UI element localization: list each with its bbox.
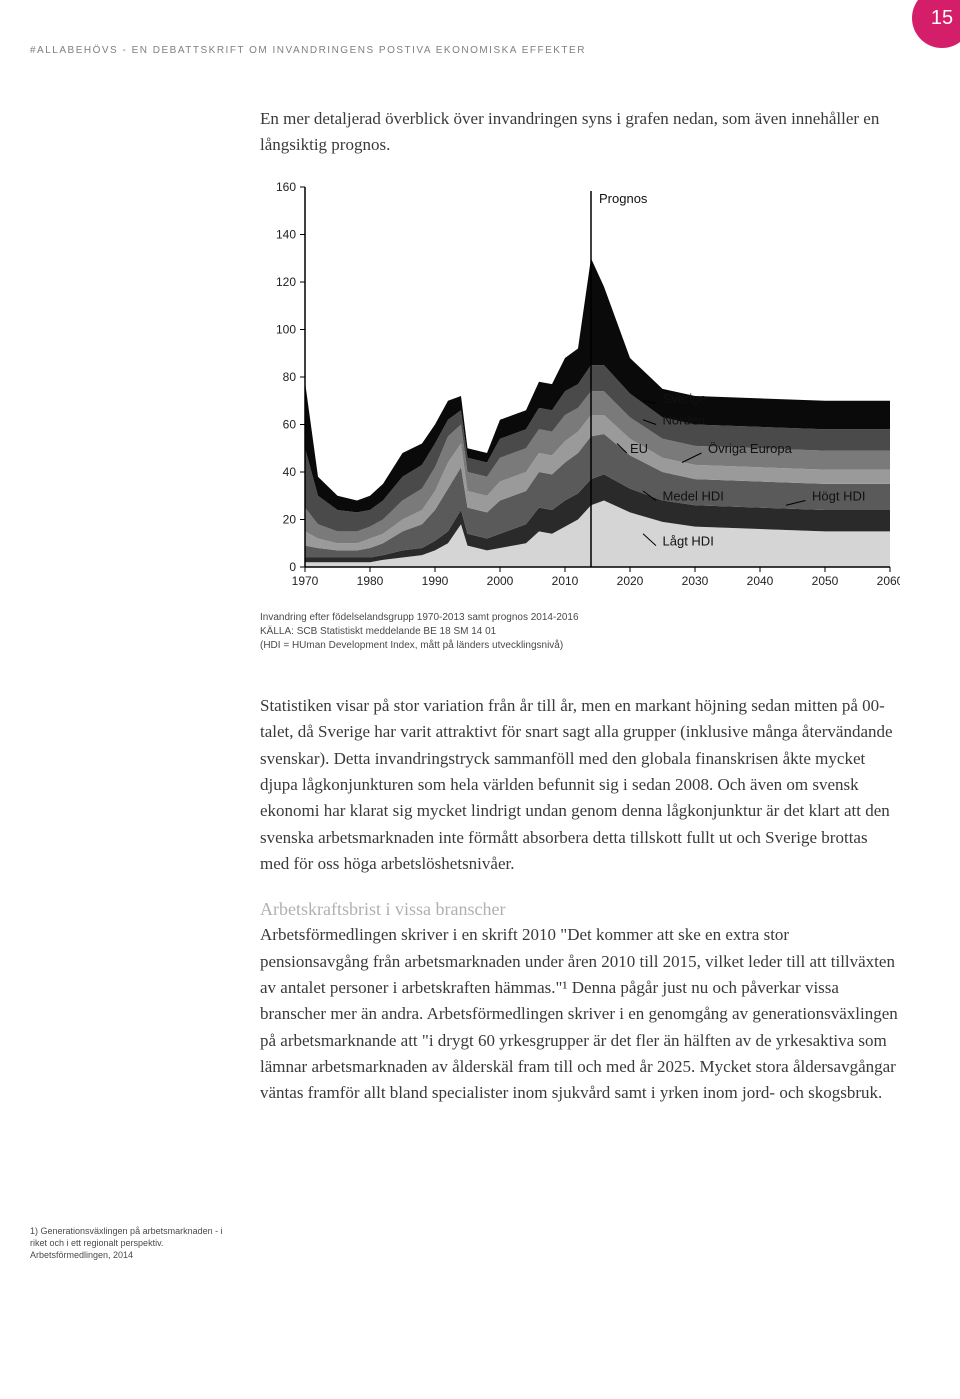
running-header: #ALLABEHÖVS - EN DEBATTSKRIFT OM INVANDR… [0, 0, 960, 56]
svg-text:60: 60 [283, 418, 297, 432]
caption-line-3: (HDI = HUman Development Index, mått på … [260, 640, 563, 651]
svg-text:0: 0 [289, 560, 296, 574]
intro-paragraph: En mer detaljerad överblick över invandr… [260, 106, 900, 157]
svg-text:1970: 1970 [292, 574, 319, 588]
chart-svg: 0204060801001201401601970198019902000201… [260, 177, 900, 597]
svg-text:Högt HDI: Högt HDI [812, 489, 865, 504]
svg-text:2000: 2000 [487, 574, 514, 588]
svg-text:2010: 2010 [552, 574, 579, 588]
svg-text:2040: 2040 [747, 574, 774, 588]
chart-caption: Invandring efter födelselandsgrupp 1970-… [260, 611, 900, 653]
svg-text:160: 160 [276, 180, 296, 194]
svg-text:Prognos: Prognos [599, 191, 648, 206]
footnote-1: 1) Generationsväxlingen på arbetsmarknad… [30, 1225, 230, 1261]
immigration-chart: 0204060801001201401601970198019902000201… [260, 177, 900, 597]
svg-text:120: 120 [276, 275, 296, 289]
svg-text:1980: 1980 [357, 574, 384, 588]
svg-text:EU: EU [630, 441, 648, 456]
page-number: 15 [931, 7, 953, 30]
caption-line-2: KÄLLA: SCB Statistiskt meddelande BE 18 … [260, 626, 496, 637]
header-hashtag: #ALLABEHÖVS [30, 45, 118, 56]
svg-text:80: 80 [283, 370, 297, 384]
svg-text:2020: 2020 [617, 574, 644, 588]
body-paragraph-1: Statistiken visar på stor variation från… [260, 693, 900, 877]
svg-text:Norden: Norden [663, 413, 706, 428]
svg-text:100: 100 [276, 323, 296, 337]
svg-text:1990: 1990 [422, 574, 449, 588]
main-content: En mer detaljerad överblick över invandr… [0, 56, 960, 1169]
svg-text:40: 40 [283, 465, 297, 479]
svg-text:2030: 2030 [682, 574, 709, 588]
header-rest: - EN DEBATTSKRIFT OM INVANDRINGENS POSTI… [118, 45, 586, 56]
svg-text:140: 140 [276, 228, 296, 242]
svg-text:Sverige: Sverige [663, 391, 707, 406]
svg-text:Lågt HDI: Lågt HDI [663, 534, 714, 549]
caption-line-1: Invandring efter födelselandsgrupp 1970-… [260, 612, 579, 623]
svg-text:2050: 2050 [812, 574, 839, 588]
body-paragraph-2: Arbetsförmedlingen skriver i en skrift 2… [260, 922, 900, 1106]
svg-text:2060: 2060 [877, 574, 900, 588]
footnote-text: 1) Generationsväxlingen på arbetsmarknad… [30, 1226, 223, 1260]
subheading-arbetskraftsbrist: Arbetskraftsbrist i vissa branscher [260, 899, 900, 920]
svg-text:Övriga Europa: Övriga Europa [708, 441, 793, 456]
svg-text:Medel HDI: Medel HDI [663, 489, 724, 504]
svg-text:20: 20 [283, 513, 297, 527]
